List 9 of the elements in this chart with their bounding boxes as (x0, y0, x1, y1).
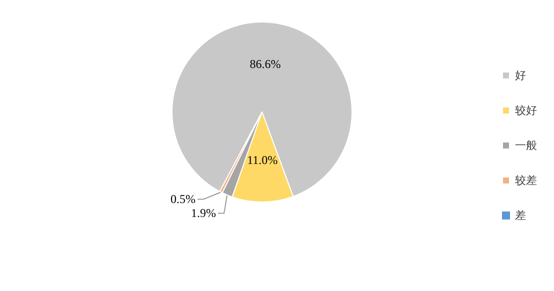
data-label: 0.5% (170, 192, 196, 206)
legend-label: 较好 (515, 104, 537, 117)
legend-label: 好 (515, 69, 526, 82)
legend-label: 差 (515, 209, 526, 222)
legend-label: 较差 (515, 174, 537, 187)
data-label: 86.6% (250, 57, 281, 72)
legend-label: 一般 (515, 139, 537, 152)
data-label: 1.9% (191, 206, 216, 220)
data-label: 11.0% (247, 153, 278, 167)
